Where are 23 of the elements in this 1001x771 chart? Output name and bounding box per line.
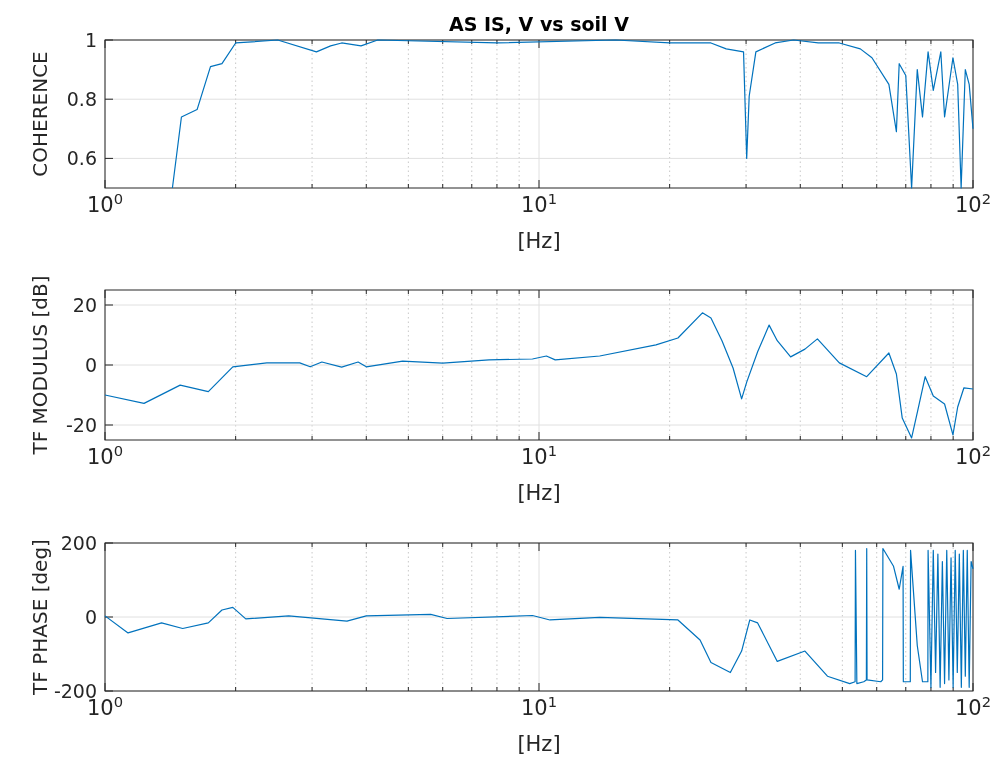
y-tick-label: 0.6 (66, 147, 97, 170)
x-tick-label: 10$^{2}$ (954, 692, 992, 720)
y-tick-label: 0.8 (66, 87, 97, 110)
x-axis-title: [Hz] (517, 732, 561, 756)
y-tick-label: 20 (72, 293, 97, 316)
x-tick-label: 10$^{2}$ (954, 189, 992, 217)
y-axis-title: TF PHASE [deg] (28, 539, 52, 696)
y-tick-label: 0 (84, 353, 97, 376)
x-tick-label: 10$^{1}$ (520, 692, 558, 720)
chart-title: AS IS, V vs soil V (449, 13, 630, 35)
x-axis-title: [Hz] (517, 481, 561, 505)
y-tick-label: 1 (84, 28, 97, 51)
y-tick-label: 200 (60, 531, 97, 554)
x-tick-label: 10$^{2}$ (954, 441, 992, 469)
x-tick-label: 10$^{1}$ (520, 441, 558, 469)
y-axis-title: TF MODULUS [dB] (28, 275, 52, 456)
x-tick-label: 10$^{0}$ (86, 441, 124, 469)
x-tick-label: 10$^{1}$ (520, 189, 558, 217)
x-tick-label: 10$^{0}$ (86, 189, 124, 217)
y-tick-label: 0 (84, 605, 97, 628)
y-tick-label: -20 (65, 413, 97, 436)
x-axis-title: [Hz] (517, 229, 561, 253)
y-axis-title: COHERENCE (28, 51, 52, 177)
